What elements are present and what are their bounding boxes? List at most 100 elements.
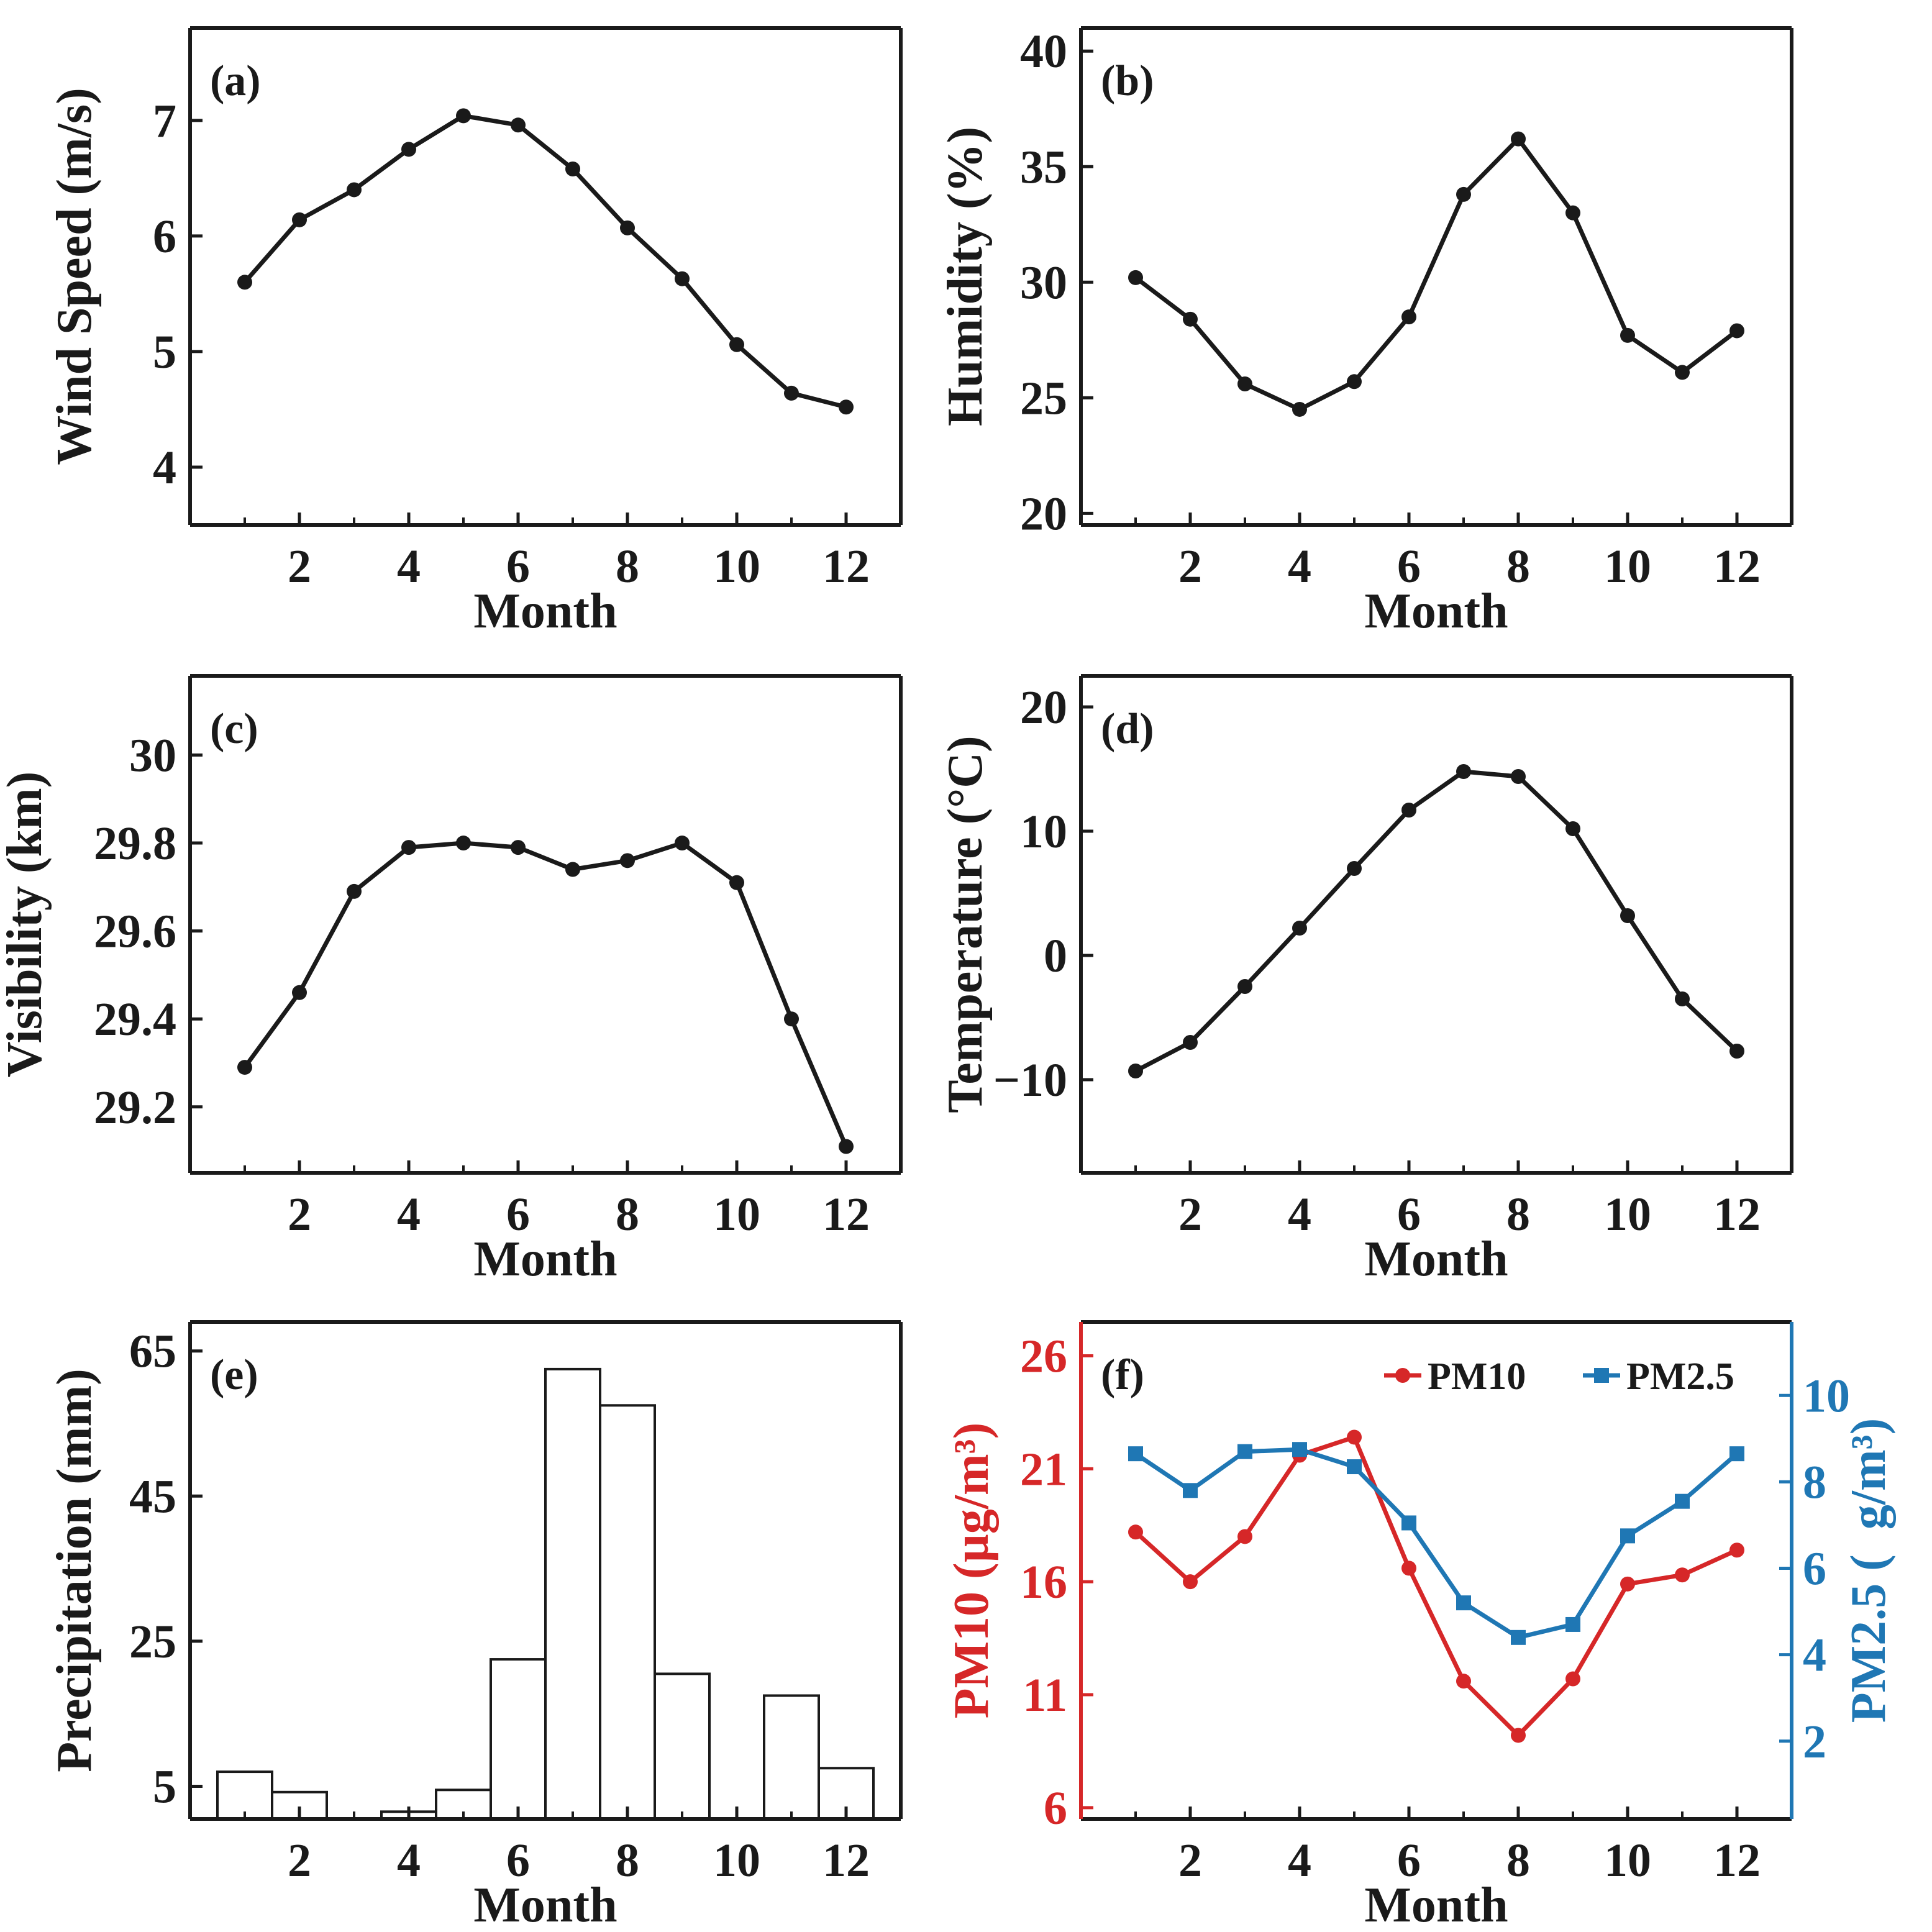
legend-marker	[1594, 1368, 1609, 1383]
x-tick-label: 2	[1178, 540, 1202, 593]
y-tick-label: 4	[153, 442, 176, 494]
data-point	[1456, 764, 1471, 779]
panel-label: (b)	[1101, 57, 1154, 105]
y-tick-label: 65	[129, 1326, 176, 1378]
data-point	[1128, 270, 1143, 285]
y-right-tick-label: 8	[1803, 1456, 1826, 1508]
data-point	[511, 840, 526, 855]
x-tick-label: 6	[506, 540, 530, 593]
y-tick-label: 29.6	[94, 906, 176, 958]
x-tick-label: 12	[822, 1188, 870, 1241]
x-tick-label: 4	[397, 1834, 421, 1887]
y-tick-label: 20	[1020, 681, 1067, 734]
data-point	[1347, 374, 1362, 390]
data-point	[1401, 803, 1416, 818]
data-point	[1456, 1595, 1471, 1611]
data-point	[1401, 309, 1416, 325]
x-axis-label: Month	[473, 584, 617, 639]
data-point	[1511, 131, 1526, 147]
y-tick-label: 26	[1020, 1331, 1067, 1383]
data-point	[456, 108, 471, 124]
legend-label: PM2.5	[1626, 1356, 1734, 1398]
panel-label: (a)	[210, 57, 261, 105]
data-point	[1347, 861, 1362, 876]
panel-a: 2 4 6 8 10 12 4 5 6 7 Month Wind Speed (m/s) (a)	[47, 26, 903, 639]
x-tick-label: 4	[1288, 540, 1311, 593]
bar-month-11	[763, 1694, 820, 1821]
x-axis-label: Month	[1364, 1878, 1508, 1932]
data-point	[1620, 327, 1635, 343]
data-point	[729, 875, 744, 890]
data-point	[1292, 1442, 1307, 1457]
data-point	[1183, 311, 1198, 327]
data-point	[784, 1011, 799, 1027]
data-point	[1511, 769, 1526, 784]
data-point	[1511, 1728, 1526, 1743]
x-tick-label: 8	[616, 1188, 639, 1241]
y-tick-label: 35	[1020, 141, 1067, 193]
y-right-tick-label: 2	[1803, 1716, 1826, 1768]
data-point	[1347, 1459, 1362, 1475]
y-tick-label: 20	[1020, 488, 1067, 540]
data-point	[1456, 1674, 1471, 1689]
data-point	[511, 117, 526, 133]
y-tick-label: 29.8	[94, 818, 176, 870]
y-tick-label: 25	[1020, 372, 1067, 424]
data-point	[839, 1139, 854, 1154]
series-line-pm2-5	[1134, 1447, 1739, 1640]
data-point	[1401, 1515, 1416, 1531]
data-point	[1128, 1524, 1143, 1540]
x-tick-label: 2	[1178, 1188, 1202, 1241]
panel-label: (c)	[210, 705, 258, 753]
x-tick-label: 12	[1713, 540, 1761, 593]
y-right-tick-label: 10	[1803, 1370, 1850, 1422]
bar-month-7	[544, 1367, 601, 1820]
x-axis-label: Month	[473, 1232, 617, 1287]
panel-label: (e)	[210, 1351, 258, 1399]
y-tick-label: 10	[1020, 806, 1067, 858]
legend-marker	[1395, 1368, 1410, 1383]
x-tick-label: 2	[1178, 1834, 1202, 1887]
bar-month-6	[490, 1658, 547, 1820]
data-point	[1565, 1671, 1580, 1687]
data-point	[784, 385, 799, 401]
x-tick-label: 6	[1397, 540, 1421, 593]
x-tick-label: 4	[1288, 1188, 1311, 1241]
y-axis-label: Precipitation (mm)	[47, 1369, 102, 1772]
x-tick-label: 6	[506, 1834, 530, 1887]
x-tick-label: 8	[1506, 540, 1530, 593]
x-tick-label: 10	[1604, 540, 1651, 593]
data-point	[237, 1060, 252, 1075]
x-tick-label: 10	[713, 540, 760, 593]
x-tick-label: 4	[397, 1188, 421, 1241]
y-axis-right-label: PM2.5 ( g/m³)	[1841, 1418, 1896, 1723]
data-point	[1183, 1574, 1198, 1590]
x-tick-label: 12	[1713, 1188, 1761, 1241]
series-line-temperature	[1134, 769, 1739, 1073]
panel-f: 2 4 6 8 10 12 6 11 16 21 26 2 4 6 8 10 Month PM10 (µg/m³)…	[944, 1320, 1896, 1932]
data-point	[1565, 205, 1580, 221]
data-point	[565, 161, 580, 176]
data-point	[1620, 1528, 1635, 1544]
data-point	[292, 985, 307, 1000]
data-point	[729, 337, 744, 352]
y-tick-label: 29.2	[94, 1082, 176, 1134]
x-tick-label: 8	[616, 540, 639, 593]
y-axis-label: Humidity (%)	[938, 127, 993, 426]
data-point	[1675, 365, 1690, 380]
data-point	[1565, 821, 1580, 836]
data-point	[1237, 376, 1252, 392]
data-point	[347, 182, 362, 198]
data-point	[565, 862, 580, 877]
x-axis-label: Month	[1364, 1232, 1508, 1287]
x-tick-label: 6	[1397, 1834, 1421, 1887]
data-point	[1675, 1493, 1690, 1509]
y-tick-label: 45	[129, 1470, 176, 1523]
data-point	[292, 212, 307, 227]
series-line-visibility	[243, 841, 849, 1147]
y-axis-label: Visibility (km)	[0, 772, 52, 1078]
data-point	[839, 399, 854, 415]
data-point	[1183, 1035, 1198, 1050]
panel-d: 2 4 6 8 10 12 −10 0 10 20 Month Temperature (°C) (d)	[938, 674, 1793, 1287]
panel-e: 2 4 6 8 10 12 5 25 45 65 Month Precipitation (mm) (e…	[47, 1320, 903, 1932]
